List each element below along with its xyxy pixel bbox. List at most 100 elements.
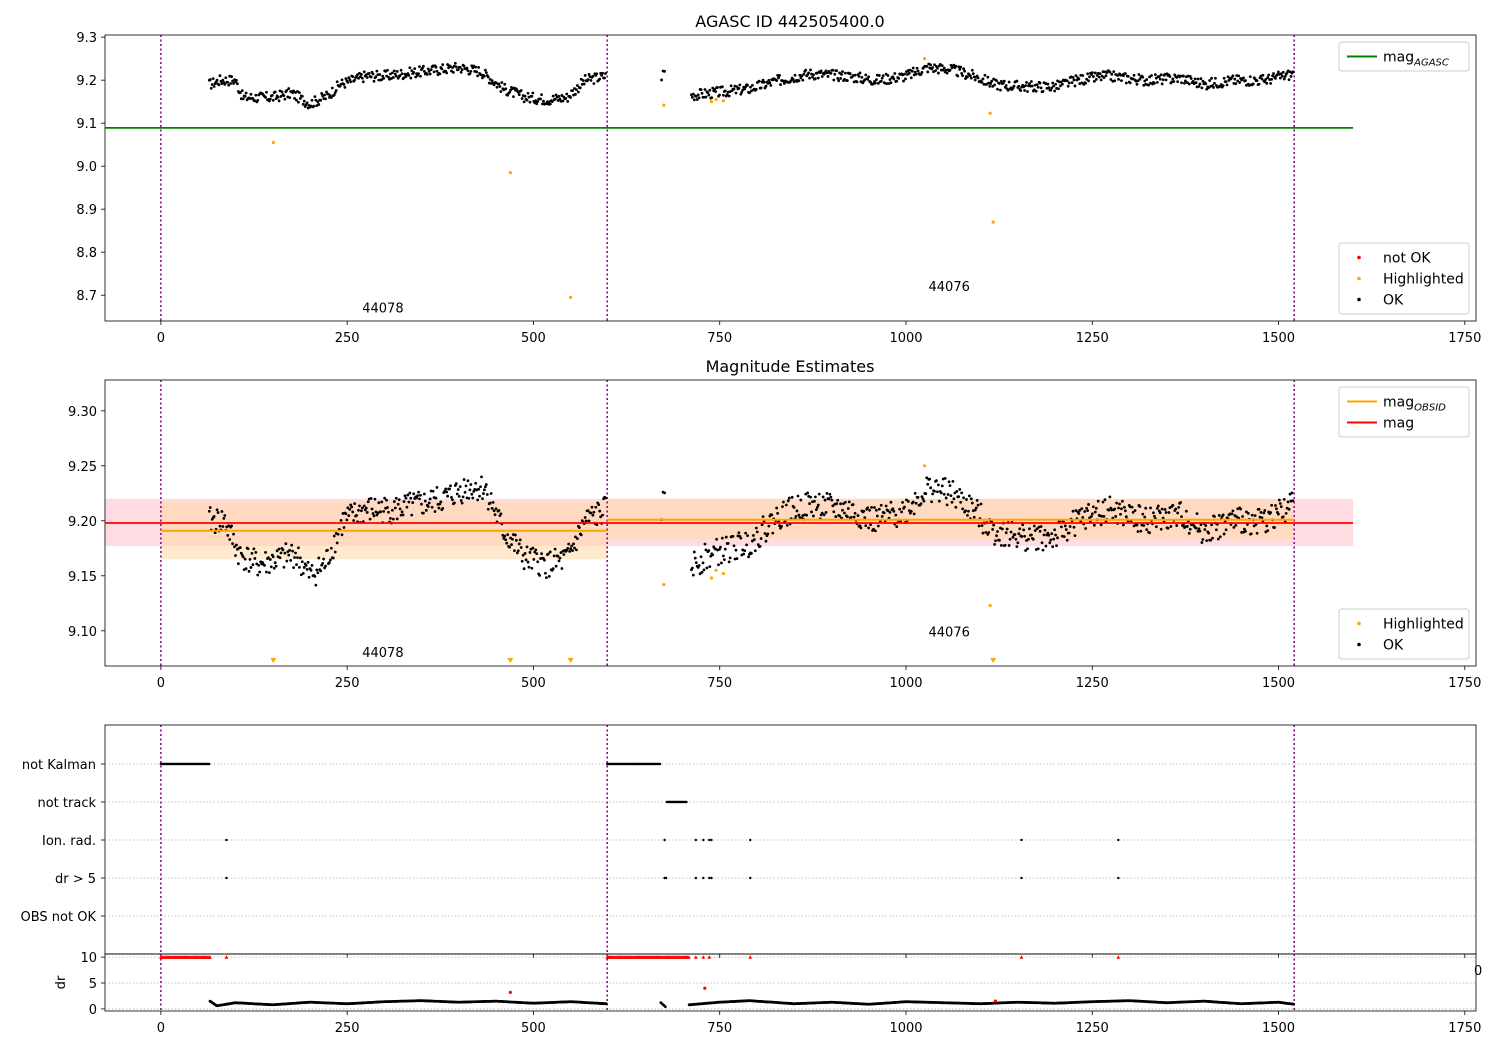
agasc-ok-point [853, 73, 857, 77]
agasc-ok-point [349, 80, 353, 84]
agasc-ok-point [1109, 78, 1113, 81]
flags-category-label: not track [37, 796, 96, 811]
estimates-ok-point [936, 490, 939, 494]
agasc-ok-point [1036, 85, 1040, 89]
agasc-ok-point [1267, 73, 1271, 77]
estimates-ok-point [935, 479, 938, 483]
estimates-ok-point [234, 554, 237, 557]
agasc-ok-point [344, 77, 348, 81]
agasc-ok-point [428, 72, 432, 76]
estimates-ok-point [1180, 515, 1183, 518]
estimates-ok-point [417, 490, 420, 494]
agasc-legend-top-right: magAGASC [1338, 41, 1470, 72]
flags-flag-point [1117, 876, 1120, 880]
estimates-ok-point [601, 513, 604, 517]
estimates-ok-point [975, 498, 979, 502]
agasc-ok-point [746, 83, 749, 87]
agasc-ok-point [1225, 83, 1229, 87]
estimates-ok-point [371, 512, 375, 515]
agasc-ok-point [1147, 83, 1150, 87]
estimates-ok-point [535, 552, 539, 556]
agasc-ok-point [1236, 79, 1240, 83]
agasc-ok-point [422, 69, 426, 73]
agasc-ok-point [797, 79, 801, 83]
estimates-ok-point [753, 549, 757, 553]
estimates-ok-point [698, 572, 702, 576]
flags-flag-point [708, 876, 711, 880]
agasc-ok-point [958, 68, 962, 71]
agasc-ok-point [920, 71, 924, 74]
flags-category-label: Ion. rad. [42, 834, 96, 849]
estimates-ok-point [408, 491, 412, 495]
agasc-ok-point [592, 82, 596, 85]
agasc-ok-point [212, 85, 216, 88]
agasc-ok-point [660, 78, 663, 82]
agasc-ok-point [601, 71, 604, 75]
estimates-ok-point [735, 557, 739, 560]
estimates-ok-point [1176, 511, 1180, 515]
estimates-ok-point [328, 558, 332, 562]
estimates-ok-point [570, 544, 573, 548]
estimates-ok-point [574, 535, 577, 539]
flags-flag-point [694, 876, 698, 880]
estimates-ok-point [1011, 535, 1015, 539]
estimates-ok-point [1038, 529, 1042, 533]
agasc-axes-frame [104, 34, 1477, 322]
estimates-ok-point [1017, 532, 1021, 536]
agasc-ok-point [892, 77, 896, 81]
agasc-ok-point [1039, 86, 1043, 90]
agasc-ok-point [426, 67, 430, 71]
agasc-ok-point [813, 77, 817, 81]
agasc-ok-point [700, 91, 704, 95]
estimates-ok-point [825, 492, 829, 495]
estimates-ok-point [1152, 511, 1155, 515]
estimates-ok-point [389, 516, 392, 520]
flags-flag-point [685, 800, 688, 804]
estimates-legend-dot-swatch [1357, 621, 1361, 626]
estimates-ok-point [505, 541, 509, 545]
agasc-ok-point [410, 69, 414, 73]
dr-y-axis-label: dr [54, 975, 69, 989]
agasc-ok-point [825, 71, 829, 75]
estimates-ok-point [584, 519, 588, 523]
estimates-ok-point [398, 507, 402, 511]
estimates-ok-point [267, 571, 271, 575]
agasc-ok-point [1291, 70, 1295, 74]
estimates-ok-point [340, 533, 344, 537]
agasc-ok-point [1128, 81, 1132, 85]
agasc-ok-point [1197, 84, 1201, 88]
estimates-ok-point [1072, 525, 1076, 529]
estimates-ok-point [291, 549, 295, 553]
agasc-ok-point [509, 88, 512, 92]
estimates-ok-point [1085, 506, 1089, 510]
agasc-ok-point [435, 69, 439, 73]
agasc-ok-point [933, 63, 936, 67]
estimates-legend-dot-swatch [1357, 642, 1361, 647]
estimates-ok-point [265, 570, 268, 574]
agasc-ok-point [503, 82, 507, 86]
agasc-legend-label: Highlighted [1383, 272, 1464, 288]
estimates-ok-point [583, 516, 587, 519]
estimates-ok-point [554, 564, 558, 568]
agasc-ok-point [915, 66, 919, 70]
agasc-ok-point [438, 72, 442, 76]
estimates-ok-point [945, 503, 949, 507]
estimates-ok-point [1269, 511, 1273, 514]
estimates-ok-point [882, 511, 886, 515]
estimates-ok-point [864, 524, 868, 528]
estimates-ok-point [557, 559, 561, 563]
estimates-ok-point [1068, 525, 1072, 528]
agasc-ok-point [1104, 74, 1108, 78]
agasc-ok-point [1182, 74, 1185, 78]
estimates-ok-point [536, 560, 540, 564]
estimates-ok-point [590, 505, 594, 509]
estimates-ok-point [925, 476, 929, 480]
estimates-ok-point [1020, 535, 1024, 538]
agasc-ok-point [1051, 81, 1055, 85]
agasc-ok-point [498, 85, 502, 88]
estimates-ok-point [1005, 527, 1009, 531]
estimates-ok-point [727, 560, 731, 564]
estimates-ok-point [411, 501, 415, 504]
estimates-ok-point [796, 494, 800, 498]
estimates-ok-point [386, 506, 389, 509]
